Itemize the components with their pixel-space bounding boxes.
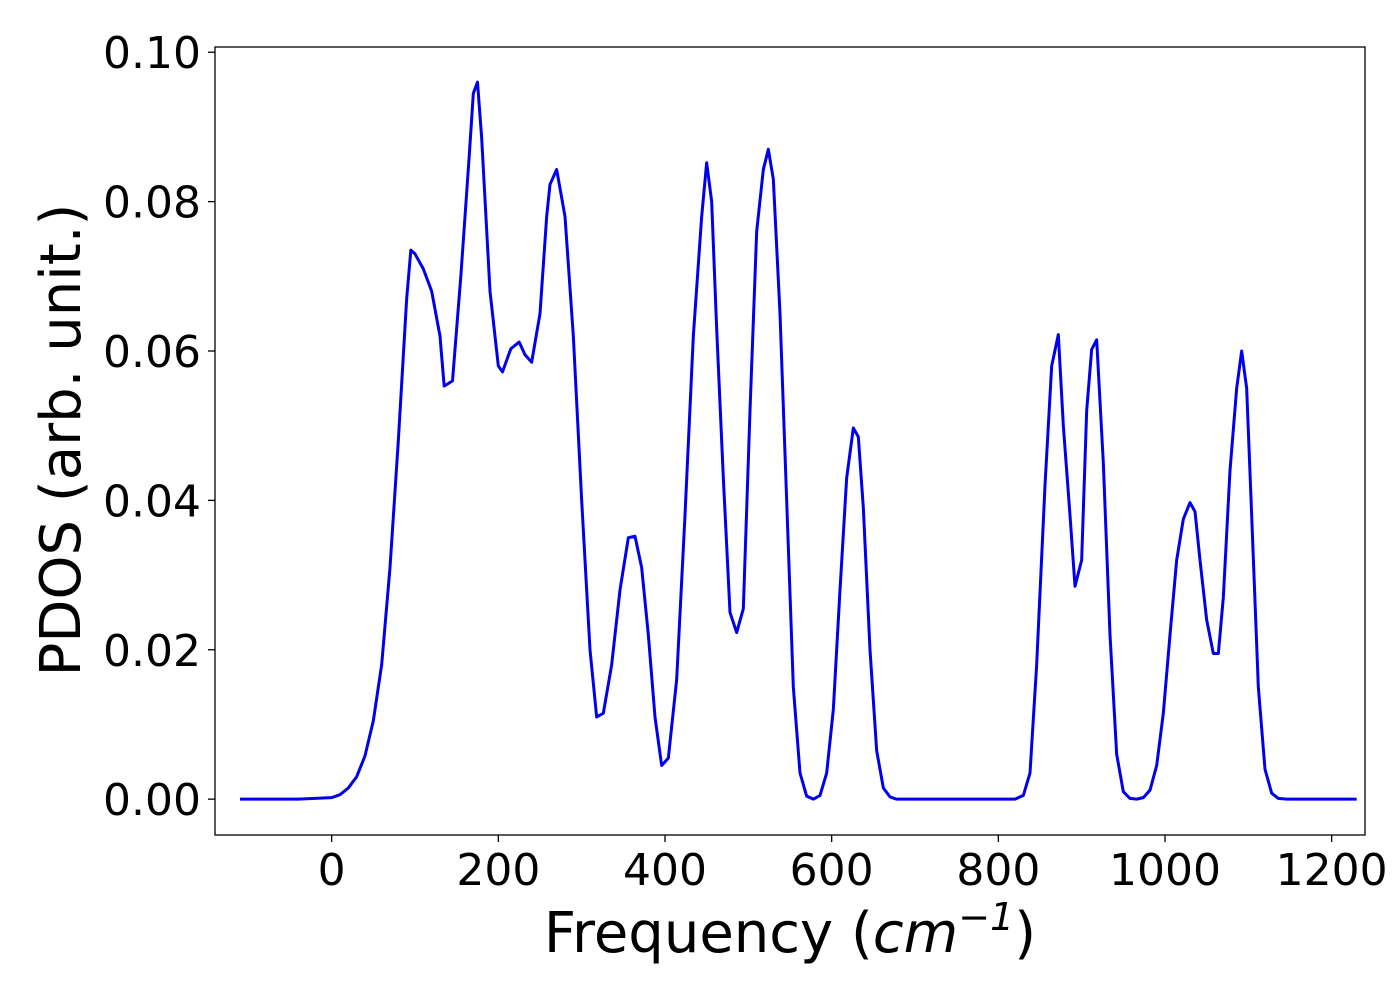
series-line-0 xyxy=(240,80,1357,801)
y-tick-label: 0.00 xyxy=(103,775,201,826)
x-tick-label: 400 xyxy=(623,845,707,896)
y-tick-label: 0.08 xyxy=(103,178,201,229)
x-tick-label: 1200 xyxy=(1276,845,1388,896)
y-tick-label: 0.04 xyxy=(103,476,201,527)
x-axis-unit-open: ( xyxy=(851,901,873,966)
y-axis-title: PDOS (arb. unit.) xyxy=(29,204,94,677)
x-tick-label: 200 xyxy=(456,845,540,896)
y-tick-label: 0.10 xyxy=(103,28,201,79)
x-axis-unit-base: cm xyxy=(873,901,958,966)
x-tick-label: 600 xyxy=(790,845,874,896)
x-axis-unit-close: ) xyxy=(1014,901,1036,966)
series-layer xyxy=(240,80,1357,801)
y-tick-label: 0.02 xyxy=(103,626,201,677)
x-axis: 0 200 400 600 800 1000 1200 xyxy=(318,835,1388,896)
x-tick-label: 800 xyxy=(956,845,1040,896)
x-tick-label: 1000 xyxy=(1109,845,1221,896)
x-axis-unit-exponent: −1 xyxy=(958,895,1014,939)
x-axis-title: Frequency (cm−1) xyxy=(544,895,1036,966)
x-tick-label: 0 xyxy=(318,845,346,896)
y-tick-label: 0.06 xyxy=(103,327,201,378)
plot-frame xyxy=(214,46,1366,836)
x-axis-title-text: Frequency xyxy=(544,901,851,966)
y-axis: 0.00 0.02 0.04 0.06 0.08 0.10 xyxy=(103,28,215,826)
